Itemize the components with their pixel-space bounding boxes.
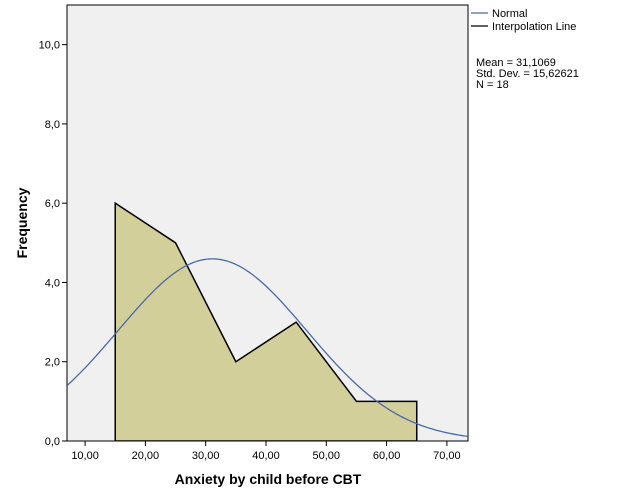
x-axis-title: Anxiety by child before CBT	[175, 471, 362, 487]
x-tick-label: 20,00	[132, 450, 160, 462]
y-tick-label: 8,0	[45, 119, 60, 131]
x-tick-label: 60,00	[373, 450, 401, 462]
normal-curve	[67, 258, 468, 438]
y-tick-label: 2,0	[45, 357, 60, 369]
y-tick-label: 6,0	[45, 198, 60, 210]
y-tick-label: 0,0	[45, 436, 60, 448]
x-tick-label: 10,00	[71, 450, 99, 462]
y-tick-label: 10,0	[39, 40, 60, 52]
stat-std-dev: Std. Dev. = 15,62621	[476, 68, 579, 80]
x-tick-label: 70,00	[433, 450, 461, 462]
stat-mean: Mean = 31,1069	[476, 57, 556, 69]
x-tick-label: 40,00	[252, 450, 280, 462]
interpolation-area	[114, 201, 418, 441]
x-tick-label: 30,00	[192, 450, 220, 462]
summary-stats: Mean = 31,1069 Std. Dev. = 15,62621 N = …	[476, 57, 579, 91]
legend: Normal Interpolation Line	[471, 8, 576, 33]
y-axis-title: Frequency	[14, 187, 30, 258]
legend-interpolation-label: Interpolation Line	[492, 21, 576, 33]
legend-normal-label: Normal	[492, 8, 527, 20]
x-tick-label: 50,00	[313, 450, 341, 462]
stat-n: N = 18	[476, 79, 509, 91]
y-tick-label: 4,0	[45, 277, 60, 289]
